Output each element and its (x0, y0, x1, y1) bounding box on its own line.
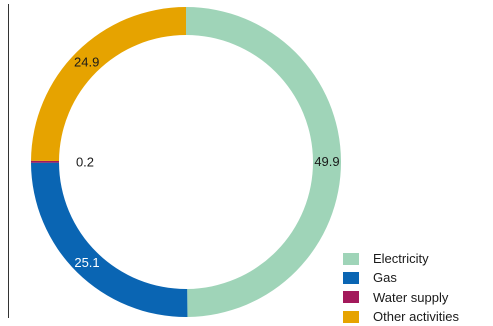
legend-label-other-activities: Other activities (373, 309, 459, 325)
legend-label-water-supply: Water supply (373, 289, 449, 305)
legend-label-electricity: Electricity (373, 251, 429, 267)
data-label-electricity: 49.9 (314, 154, 339, 169)
legend-label-gas: Gas (373, 270, 397, 286)
donut-slices (31, 7, 341, 317)
left-border-line (8, 4, 9, 318)
legend-item-gas: Gas (343, 268, 459, 287)
donut-slice-other-activities (31, 7, 186, 162)
legend-swatch-water-supply (343, 291, 359, 304)
legend-swatch-gas (343, 271, 359, 284)
legend-item-other-activities: Other activities (343, 307, 459, 326)
donut-slice-gas (31, 162, 188, 317)
legend-swatch-electricity (343, 252, 359, 265)
donut-slice-electricity (186, 7, 341, 317)
legend-item-electricity: Electricity (343, 249, 459, 268)
legend-swatch-other-activities (343, 310, 359, 323)
data-label-gas: 25.1 (74, 255, 99, 270)
donut-slice-water-supply (31, 160, 60, 163)
donut-data-labels: 49.9 25.1 0.2 24.9 (74, 54, 340, 269)
legend-item-water-supply: Water supply (343, 288, 459, 307)
legend: Electricity Gas Water supply Other activ… (343, 249, 459, 326)
data-label-other-activities: 24.9 (74, 54, 99, 69)
data-label-water-supply: 0.2 (76, 155, 94, 170)
